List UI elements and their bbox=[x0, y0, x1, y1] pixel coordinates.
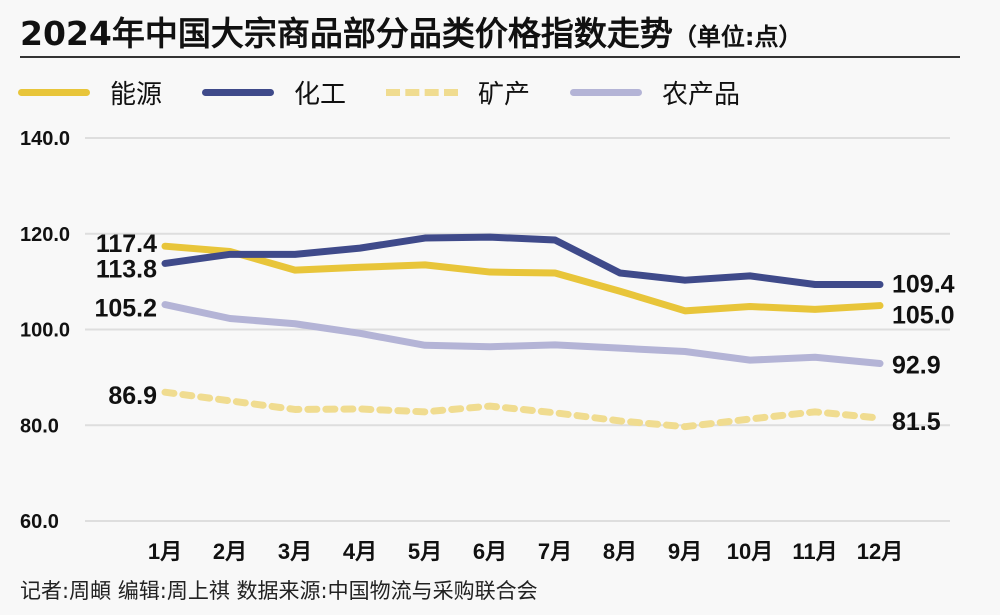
legend-swatch-agricultural bbox=[570, 88, 643, 96]
x-tick-label: 12月 bbox=[857, 539, 903, 564]
x-tick-label: 1月 bbox=[148, 539, 182, 564]
legend-label: 农产品 bbox=[662, 79, 741, 110]
series-start-label: 105.2 bbox=[94, 295, 157, 323]
x-tick-label: 9月 bbox=[668, 539, 702, 564]
series-line-0 bbox=[161, 242, 884, 315]
y-tick-label: 60.0 bbox=[20, 511, 59, 533]
legend-item-chemical: 化工 bbox=[202, 74, 346, 111]
legend-label: 化工 bbox=[294, 79, 347, 110]
legend-swatch-chemical bbox=[202, 88, 275, 96]
x-tick-label: 4月 bbox=[343, 539, 377, 564]
series-line-3 bbox=[161, 301, 884, 367]
x-tick-label: 6月 bbox=[473, 539, 507, 564]
x-tick-label: 8月 bbox=[603, 539, 637, 564]
legend-swatch-energy bbox=[18, 88, 90, 96]
legend-item-agricultural: 农产品 bbox=[570, 74, 740, 111]
chart-footer-credits: 记者:周頔 编辑:周上祺 数据来源:中国物流与采购联合会 bbox=[20, 579, 538, 603]
legend-label: 能源 bbox=[110, 79, 163, 110]
series-end-label: 109.4 bbox=[892, 270, 955, 298]
y-tick-label: 100.0 bbox=[20, 320, 70, 342]
series-start-label: 117.4 bbox=[96, 230, 157, 258]
x-tick-label: 11月 bbox=[792, 539, 837, 564]
chart-legend: 能源 化工 矿产 农产品 bbox=[18, 72, 780, 112]
series-start-label: 113.8 bbox=[96, 255, 157, 283]
y-tick-label: 120.0 bbox=[20, 224, 70, 246]
legend-item-energy: 能源 bbox=[18, 74, 162, 111]
chart-title-main: 2024年中国大宗商品部分品类价格指数走势 bbox=[20, 14, 673, 53]
x-tick-label: 3月 bbox=[278, 539, 312, 564]
y-tick-label: 140.0 bbox=[20, 128, 70, 150]
series-end-label: 81.5 bbox=[892, 408, 941, 436]
series-line-1 bbox=[161, 233, 884, 288]
legend-item-mineral: 矿产 bbox=[386, 74, 530, 111]
x-tick-label: 2月 bbox=[213, 539, 247, 564]
chart-title: 2024年中国大宗商品部分品类价格指数走势（单位:点） bbox=[20, 12, 960, 58]
x-tick-label: 10月 bbox=[727, 539, 773, 564]
series-start-label: 86.9 bbox=[108, 382, 157, 410]
series-end-label: 92.9 bbox=[892, 351, 941, 379]
legend-label: 矿产 bbox=[478, 79, 531, 110]
y-tick-label: 80.0 bbox=[20, 415, 59, 437]
series-end-label: 105.0 bbox=[892, 302, 955, 330]
x-tick-label: 5月 bbox=[408, 539, 442, 564]
legend-swatch-mineral bbox=[386, 88, 459, 96]
x-tick-label: 7月 bbox=[538, 539, 572, 564]
chart-title-unit: （单位:点） bbox=[672, 23, 803, 51]
series-line-2 bbox=[161, 388, 884, 431]
